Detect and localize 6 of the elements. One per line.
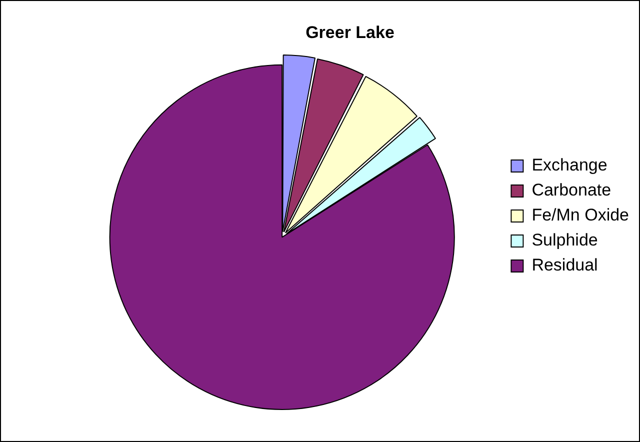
chart-title: Greer Lake	[306, 22, 394, 42]
legend-label: Residual	[532, 256, 598, 275]
legend-label: Fe/Mn Oxide	[532, 206, 629, 225]
legend-label: Exchange	[532, 156, 608, 175]
legend-label: Sulphide	[532, 230, 598, 250]
legend-label: Carbonate	[532, 180, 612, 200]
